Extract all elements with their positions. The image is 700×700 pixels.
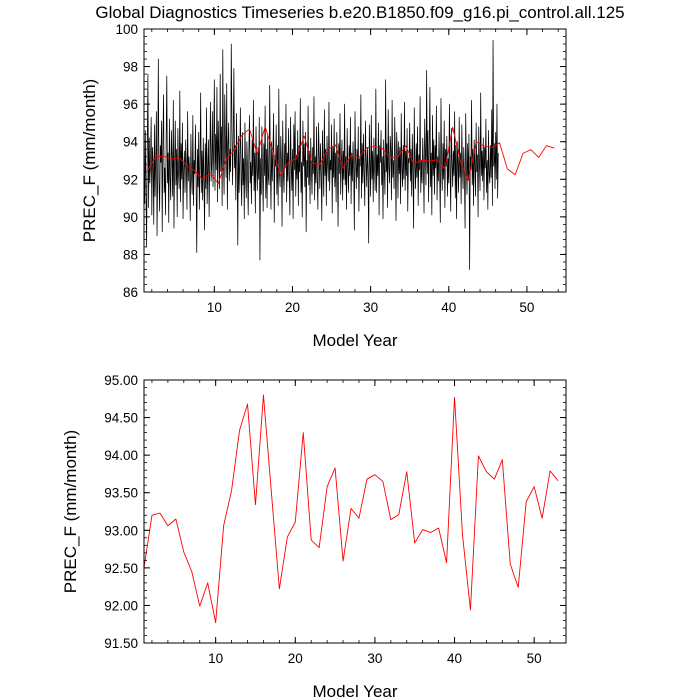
y-tick-label: 92 bbox=[123, 172, 138, 187]
top-panel: 10 20 30 40 50 86 88 90 92 94 96 98 100 Model Year P… bbox=[80, 22, 567, 350]
x-tick-label: 50 bbox=[519, 300, 534, 315]
y-tick-label: 100 bbox=[115, 22, 138, 37]
bottom-panel-frame bbox=[143, 379, 567, 644]
y-tick-label: 86 bbox=[123, 285, 138, 300]
y-tick-label: 90 bbox=[123, 210, 138, 225]
x-tick-label: 30 bbox=[367, 651, 382, 666]
x-tick-label: 50 bbox=[527, 651, 542, 666]
bottom-panel-xlabel: Model Year bbox=[312, 682, 397, 700]
series-line-annual-mean bbox=[147, 126, 555, 185]
bottom-panel-ylabel: PREC_F (mm/month) bbox=[61, 430, 80, 593]
y-tick-label: 95.00 bbox=[104, 373, 138, 388]
series-line-monthly bbox=[143, 39, 499, 270]
x-tick-label: 30 bbox=[363, 300, 378, 315]
y-tick-label: 94.00 bbox=[104, 448, 138, 463]
x-tick-label: 20 bbox=[285, 300, 300, 315]
x-tick-label: 20 bbox=[288, 651, 303, 666]
x-tick-label: 40 bbox=[447, 651, 462, 666]
y-tick-label: 92.00 bbox=[104, 598, 138, 613]
chart-title: Global Diagnostics Timeseries b.e20.B185… bbox=[95, 3, 624, 22]
top-panel-ylabel: PREC_F (mm/month) bbox=[80, 79, 99, 242]
top-panel-xlabel: Model Year bbox=[312, 331, 397, 350]
series-line-annual-mean bbox=[143, 394, 559, 624]
top-panel-series bbox=[143, 39, 555, 270]
y-tick-label: 94.50 bbox=[104, 411, 138, 426]
y-tick-label: 91.50 bbox=[104, 636, 138, 651]
y-tick-label: 93.50 bbox=[104, 486, 138, 501]
x-tick-label: 10 bbox=[207, 300, 222, 315]
bottom-panel-series bbox=[143, 394, 559, 624]
y-tick-label: 92.50 bbox=[104, 561, 138, 576]
y-tick-label: 98 bbox=[123, 60, 138, 75]
y-tick-label: 93.00 bbox=[104, 523, 138, 538]
top-panel-ticks: 10 20 30 40 50 86 88 90 92 94 96 98 100 bbox=[115, 22, 566, 315]
x-tick-label: 10 bbox=[208, 651, 223, 666]
y-tick-label: 94 bbox=[123, 135, 139, 150]
y-tick-label: 88 bbox=[123, 247, 138, 262]
y-tick-label: 96 bbox=[123, 97, 138, 112]
bottom-panel-ticks: 10 20 30 40 50 91.50 92.00 92.50 93.00 93.50 94.00… bbox=[104, 373, 567, 666]
bottom-panel: 10 20 30 40 50 91.50 92.00 92.50 93.00 93.50 94.00… bbox=[61, 373, 567, 700]
x-tick-label: 40 bbox=[441, 300, 456, 315]
